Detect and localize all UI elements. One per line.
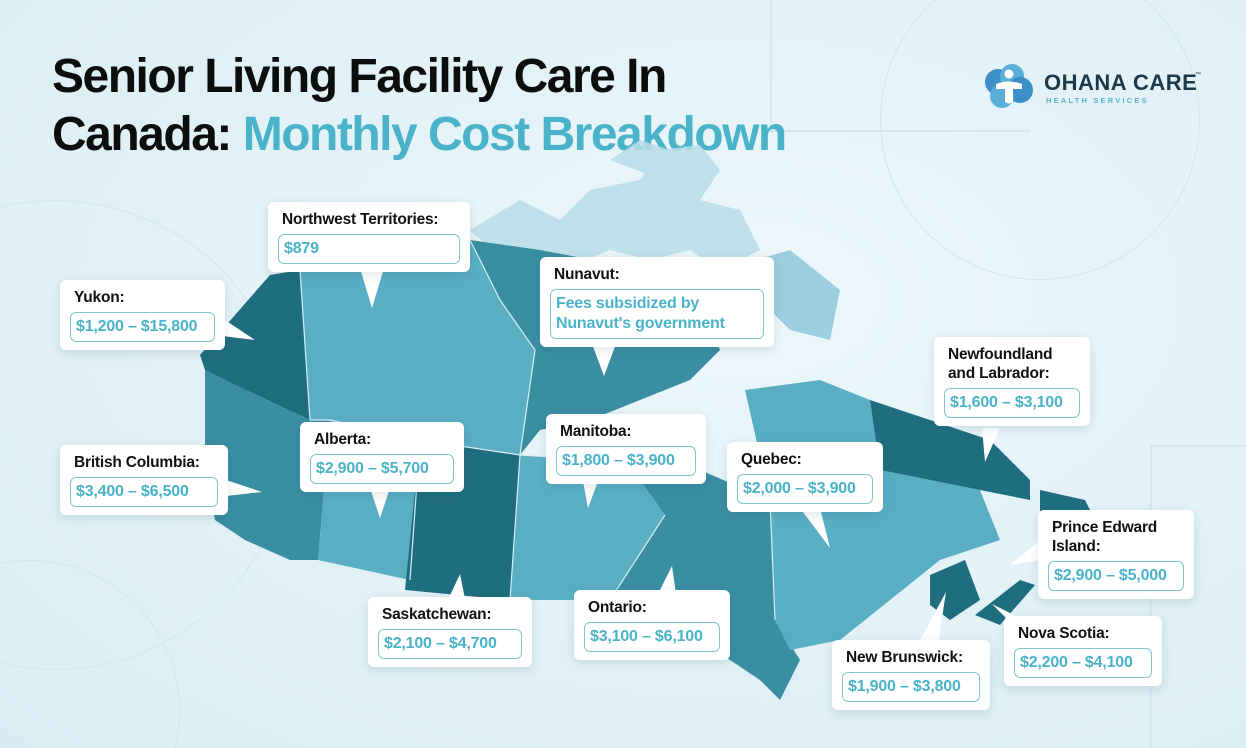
title-line-1: Senior Living Facility Care In	[52, 50, 667, 103]
callout-newfoundland-labrador: Newfoundland and Labrador: $1,600 – $3,1…	[934, 337, 1090, 426]
region-manitoba	[510, 455, 665, 600]
ohana-care-logo: OHANA CARE ™ HEALTH SERVICES	[982, 62, 1202, 112]
decorative-line	[770, 130, 1030, 132]
page-title: Senior Living Facility Care In Canada: M…	[52, 48, 787, 164]
callout-british-columbia: British Columbia: $3,400 – $6,500	[60, 445, 228, 515]
region-name: Nova Scotia:	[1018, 625, 1110, 642]
region-newfoundland-labrador	[870, 400, 1030, 500]
callout-saskatchewan: Saskatchewan: $2,100 – $4,700	[368, 597, 532, 667]
region-cost: $1,600 – $3,100	[944, 388, 1080, 418]
region-name: Alberta:	[314, 431, 371, 448]
region-name: Yukon:	[74, 289, 125, 306]
region-cost: $879	[278, 234, 460, 264]
region-name: Northwest Territories:	[282, 211, 439, 228]
region-nwt	[300, 240, 535, 455]
region-name: Manitoba:	[560, 423, 632, 440]
region-name: Prince Edward Island:	[1052, 518, 1184, 556]
logo-trademark: ™	[1195, 72, 1201, 78]
cross-cloud-icon	[985, 64, 1033, 108]
region-bc	[205, 370, 330, 560]
title-line-2: Canada: Monthly Cost Breakdown	[52, 106, 787, 164]
region-name-line-2: Island:	[1052, 538, 1101, 555]
callout-yukon: Yukon: $1,200 – $15,800	[60, 280, 225, 350]
region-nova-scotia	[975, 580, 1035, 625]
region-cost: $2,900 – $5,000	[1048, 561, 1184, 591]
region-name: Newfoundland and Labrador:	[948, 345, 1080, 383]
region-name: British Columbia:	[74, 454, 200, 471]
region-cost: $3,400 – $6,500	[70, 477, 218, 507]
region-name: Saskatchewan:	[382, 606, 492, 623]
region-cost: $2,100 – $4,700	[378, 629, 522, 659]
region-cost: $3,100 – $6,100	[584, 622, 720, 652]
callout-ontario: Ontario: $3,100 – $6,100	[574, 590, 730, 660]
callout-nunavut: Nunavut: Fees subsidized by Nunavut's go…	[540, 257, 774, 347]
region-name-line-1: Prince Edward	[1052, 519, 1158, 536]
callout-new-brunswick: New Brunswick: $1,900 – $3,800	[832, 640, 990, 710]
region-yukon	[200, 270, 310, 420]
region-name-line-1: Newfoundland	[948, 346, 1053, 363]
callout-prince-edward-island: Prince Edward Island: $2,900 – $5,000	[1038, 510, 1194, 599]
decorative-line	[1150, 445, 1246, 447]
decorative-line	[770, 0, 772, 130]
region-cost: $2,000 – $3,900	[737, 474, 873, 504]
region-cost: $1,900 – $3,800	[842, 672, 980, 702]
region-name: Nunavut:	[554, 266, 620, 283]
callout-pointers	[222, 268, 1040, 644]
region-cost-line-2: Nunavut's government	[556, 315, 725, 332]
region-name-line-2: and Labrador:	[948, 365, 1050, 382]
title-plain: Canada:	[52, 108, 243, 161]
region-cost: $1,800 – $3,900	[556, 446, 696, 476]
region-name: Ontario:	[588, 599, 647, 616]
callout-alberta: Alberta: $2,900 – $5,700	[300, 422, 464, 492]
callout-quebec: Quebec: $2,000 – $3,900	[727, 442, 883, 512]
logo-name: OHANA CARE	[1044, 70, 1198, 95]
region-cost: $1,200 – $15,800	[70, 312, 215, 342]
region-cost-line-1: Fees subsidized by	[556, 295, 700, 312]
region-cost: Fees subsidized by Nunavut's government	[550, 289, 764, 339]
region-name: New Brunswick:	[846, 649, 963, 666]
region-name: Quebec:	[741, 451, 802, 468]
callout-manitoba: Manitoba: $1,800 – $3,900	[546, 414, 706, 484]
callout-nova-scotia: Nova Scotia: $2,200 – $4,100	[1004, 616, 1162, 686]
region-cost: $2,900 – $5,700	[310, 454, 454, 484]
callout-nwt: Northwest Territories: $879	[268, 202, 470, 272]
region-cost: $2,200 – $4,100	[1014, 648, 1152, 678]
logo-tagline: HEALTH SERVICES	[1046, 96, 1149, 105]
